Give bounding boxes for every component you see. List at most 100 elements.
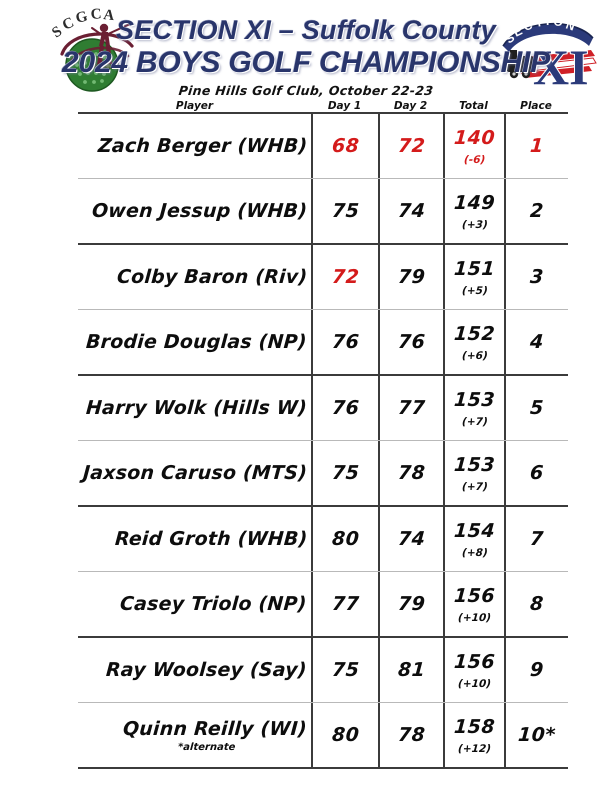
column-header-player: Player <box>175 100 214 112</box>
table-row: Owen Jessup (WHB) 75 74 149 (+3) 2 <box>78 179 568 245</box>
par-relative: (+7) <box>461 415 488 428</box>
player-name: Jaxson Caruso (MTS) <box>82 462 308 484</box>
cell-day1: 76 <box>311 376 378 440</box>
column-header-place: Place <box>520 100 552 112</box>
total-score: 153 <box>453 388 496 411</box>
par-relative: (-6) <box>463 153 486 166</box>
par-relative: (+3) <box>461 218 488 231</box>
cell-day2: 74 <box>378 179 443 243</box>
place-score: 6 <box>529 462 545 484</box>
place-score: 1 <box>529 135 545 157</box>
cell-day2: 78 <box>378 703 443 767</box>
svg-text:G: G <box>74 8 90 26</box>
place-score: 4 <box>529 331 545 353</box>
place-score: 2 <box>529 200 545 222</box>
day2-score: 81 <box>396 659 426 681</box>
cell-player: Owen Jessup (WHB) <box>78 179 311 243</box>
cell-day2: 74 <box>378 507 443 571</box>
cell-day1: 68 <box>311 114 378 178</box>
day1-score: 76 <box>330 331 360 353</box>
place-score: 7 <box>529 528 545 550</box>
leaderboard: Player Day 1 Day 2 Total Place Zach Berg… <box>78 96 568 769</box>
cell-total: 156 (+10) <box>443 572 504 636</box>
page-header: S C G C A S E C T I O N <box>0 0 612 98</box>
cell-place: 7 <box>504 507 568 571</box>
cell-place: 8 <box>504 572 568 636</box>
cell-player: Jaxson Caruso (MTS) <box>78 441 311 505</box>
place-score: 9 <box>529 659 545 681</box>
day2-score: 79 <box>396 593 426 615</box>
cell-place: 1 <box>504 114 568 178</box>
total-score: 140 <box>453 126 496 149</box>
cell-total: 149 (+3) <box>443 179 504 243</box>
player-note: *alternate <box>177 741 236 753</box>
day1-score: 77 <box>330 593 360 615</box>
svg-text:XI: XI <box>533 39 589 92</box>
cell-place: 9 <box>504 638 568 702</box>
day1-score: 72 <box>330 266 360 288</box>
cell-day1: 77 <box>311 572 378 636</box>
day1-score: 68 <box>330 135 360 157</box>
cell-day2: 79 <box>378 245 443 309</box>
table-row: Brodie Douglas (NP) 76 76 152 (+6) 4 <box>78 310 568 376</box>
cell-place: 6 <box>504 441 568 505</box>
par-relative: (+6) <box>461 349 488 362</box>
cell-place: 4 <box>504 310 568 374</box>
table-row: Reid Groth (WHB) 80 74 154 (+8) 7 <box>78 507 568 572</box>
player-name: Quinn Reilly (WI) <box>122 717 308 740</box>
cell-total: 154 (+8) <box>443 507 504 571</box>
cell-day1: 80 <box>311 507 378 571</box>
table-row: Colby Baron (Riv) 72 79 151 (+5) 3 <box>78 245 568 310</box>
day1-score: 80 <box>330 724 360 746</box>
cell-total: 140 (-6) <box>443 114 504 178</box>
day2-score: 79 <box>396 266 426 288</box>
total-score: 158 <box>453 715 496 738</box>
cell-day1: 76 <box>311 310 378 374</box>
place-score: 10* <box>517 724 557 746</box>
day2-score: 74 <box>396 528 426 550</box>
cell-player: Casey Triolo (NP) <box>78 572 311 636</box>
svg-text:C: C <box>90 6 102 23</box>
total-score: 152 <box>453 322 496 345</box>
leaderboard-grid: Zach Berger (WHB) 68 72 140 (-6) 1 Owen Jessup… <box>78 112 568 769</box>
cell-player: Harry Wolk (Hills W) <box>78 376 311 440</box>
day1-score: 75 <box>330 200 360 222</box>
table-row: Quinn Reilly (WI) *alternate 80 78 158 (+12) 1… <box>78 703 568 767</box>
cell-player: Brodie Douglas (NP) <box>78 310 311 374</box>
cell-day1: 72 <box>311 245 378 309</box>
table-column-headers: Player Day 1 Day 2 Total Place <box>78 96 568 112</box>
player-name: Owen Jessup (WHB) <box>91 200 308 222</box>
cell-day2: 81 <box>378 638 443 702</box>
par-relative: (+12) <box>457 742 492 755</box>
total-score: 153 <box>453 453 496 476</box>
player-name: Colby Baron (Riv) <box>115 266 308 288</box>
cell-day2: 78 <box>378 441 443 505</box>
svg-text:T: T <box>534 15 544 30</box>
cell-place: 2 <box>504 179 568 243</box>
cell-total: 152 (+6) <box>443 310 504 374</box>
svg-text:A: A <box>103 7 116 24</box>
column-header-total: Total <box>459 100 488 112</box>
day2-score: 78 <box>396 462 426 484</box>
day1-score: 75 <box>330 659 360 681</box>
day1-score: 76 <box>330 397 360 419</box>
table-row: Harry Wolk (Hills W) 76 77 153 (+7) 5 <box>78 376 568 441</box>
place-score: 3 <box>529 266 545 288</box>
day1-score: 80 <box>330 528 360 550</box>
cell-player: Colby Baron (Riv) <box>78 245 311 309</box>
day2-score: 78 <box>396 724 426 746</box>
place-score: 5 <box>529 397 545 419</box>
svg-text:O: O <box>553 14 564 29</box>
player-name: Casey Triolo (NP) <box>119 593 308 615</box>
cell-day2: 79 <box>378 572 443 636</box>
total-score: 156 <box>453 650 496 673</box>
cell-player: Ray Woolsey (Say) <box>78 638 311 702</box>
table-row: Casey Triolo (NP) 77 79 156 (+10) 8 <box>78 572 568 638</box>
svg-text:I: I <box>546 14 549 28</box>
cell-place: 5 <box>504 376 568 440</box>
cell-total: 153 (+7) <box>443 376 504 440</box>
cell-day1: 75 <box>311 441 378 505</box>
column-header-day1: Day 1 <box>327 100 362 112</box>
cell-player: Zach Berger (WHB) <box>78 114 311 178</box>
cell-day2: 72 <box>378 114 443 178</box>
